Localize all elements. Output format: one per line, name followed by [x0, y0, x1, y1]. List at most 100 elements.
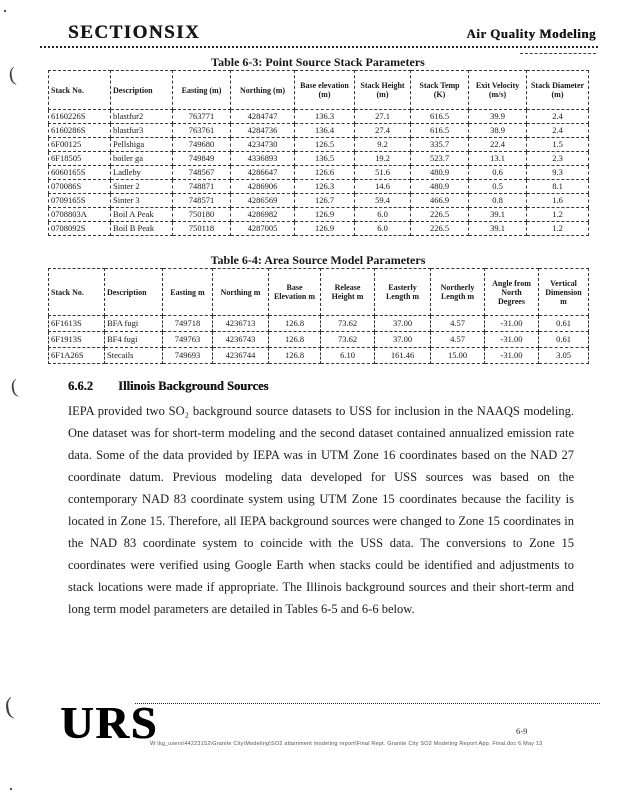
table-cell: 4286647 [230, 165, 295, 180]
table-cell: 37.00 [374, 315, 431, 332]
table-row: 6060165S Ladleby 748567 4286647 126.6 51… [48, 165, 589, 180]
table-cell: 6F1613S [48, 315, 105, 332]
header-rule-right [520, 53, 596, 54]
table-header-row: Stack No. Description Easting m Northing… [48, 268, 589, 316]
table-cell: 6F18505 [48, 151, 111, 166]
table-cell: 136.3 [294, 109, 355, 124]
table-cell: 6.10 [320, 347, 375, 364]
table-cell: 126.6 [294, 165, 355, 180]
table-row: 0708092S Boil B Peak 750118 4287005 126.… [48, 221, 589, 236]
table-cell: 37.00 [374, 331, 431, 348]
table-cell: Sinter 3 [110, 193, 173, 208]
table-cell: 38.9 [468, 123, 527, 138]
table-cell: 9.2 [354, 137, 411, 152]
column-header: Description [104, 268, 163, 316]
table-cell: 523.7 [410, 151, 469, 166]
column-header: Stack Height (m) [354, 70, 411, 110]
table-row: 6F1A26S Stecails 749693 4236744 126.8 6.… [48, 347, 589, 364]
table-cell: 0.61 [538, 331, 589, 348]
table-cell: 126.3 [294, 179, 355, 194]
table-cell: 748567 [172, 165, 231, 180]
table-cell: blastfur3 [110, 123, 173, 138]
margin-artifact: ( [3, 693, 15, 721]
table-6-4-title: Table 6-4: Area Source Model Parameters [210, 253, 426, 267]
table-cell: 0708092S [48, 221, 111, 236]
table-cell: boiler ga [110, 151, 173, 166]
column-header: Stack Diameter (m) [526, 70, 589, 110]
footer-path: W:\kg_users\44223152\Granite City\Modeli… [150, 741, 543, 747]
table-cell: blastfur2 [110, 109, 173, 124]
table-cell: 748571 [172, 193, 231, 208]
table-cell: 13.1 [468, 151, 527, 166]
table-cell: 2.3 [526, 151, 589, 166]
table-cell: 59.4 [354, 193, 411, 208]
table-cell: 466.9 [410, 193, 469, 208]
column-header: Northing (m) [230, 70, 295, 110]
table-cell: Ladleby [110, 165, 173, 180]
column-header: Exit Velocity (m/s) [468, 70, 527, 110]
table-header-row: Stack No. Description Easting (m) Northi… [48, 70, 589, 110]
table-row: 6F18505 boiler ga 749849 4336893 136.5 1… [48, 151, 589, 166]
section-header: SECTIONSIX [68, 22, 201, 43]
margin-artifact: ( [9, 375, 20, 399]
table-cell: 126.8 [268, 315, 321, 332]
table-cell: 9.3 [526, 165, 589, 180]
table-cell: 6.0 [354, 221, 411, 236]
urs-logo: URS [60, 697, 159, 748]
table-cell: 4336893 [230, 151, 295, 166]
table-cell: 2.4 [526, 123, 589, 138]
table-cell: 4286982 [230, 207, 295, 222]
table-cell: 39.1 [468, 221, 527, 236]
table-cell: 136.5 [294, 151, 355, 166]
table-cell: 763761 [172, 123, 231, 138]
table-cell: 3.05 [538, 347, 589, 364]
table-cell: 616.5 [410, 109, 469, 124]
table-cell: 14.6 [354, 179, 411, 194]
column-header: Angle from North Degrees [484, 268, 539, 316]
page-header: SECTIONSIX Air Quality Modeling [40, 20, 600, 50]
table-cell: 1.6 [526, 193, 589, 208]
table-cell: 136.4 [294, 123, 355, 138]
table-6-3: Stack No. Description Easting (m) Northi… [48, 70, 589, 236]
page-number: 6-9 [516, 726, 528, 736]
section-heading-title: Illinois Background Sources [118, 379, 269, 393]
table-row: 6160286S blastfur3 763761 4284736 136.4 … [48, 123, 589, 138]
column-header: Easting m [162, 268, 213, 316]
header-right-title: Air Quality Modeling [466, 26, 596, 41]
column-header: Base elevation (m) [294, 70, 355, 110]
table-cell: 4.57 [430, 331, 485, 348]
table-cell: -31.00 [484, 331, 539, 348]
footer-rule [135, 703, 600, 704]
table-row: 0708803A Boil A Peak 750180 4286982 126.… [48, 207, 589, 222]
table-cell: 6F1913S [48, 331, 105, 348]
table-cell: 0.6 [468, 165, 527, 180]
table-cell: 27.1 [354, 109, 411, 124]
table-row: 6F1913S BF4 fugi 749763 4236743 126.8 73… [48, 331, 589, 348]
table-row: 6F1613S BFA fugi 749718 4236713 126.8 73… [48, 315, 589, 332]
table-cell: 763771 [172, 109, 231, 124]
table-cell: 126.9 [294, 207, 355, 222]
table-cell: 6F00125 [48, 137, 111, 152]
table-cell: 4284747 [230, 109, 295, 124]
table-cell: 480.9 [410, 165, 469, 180]
table-row: 6160226S blastfur2 763771 4284747 136.3 … [48, 109, 589, 124]
table-cell: 51.6 [354, 165, 411, 180]
column-header: Release Height m [320, 268, 375, 316]
table-cell: BFA fugi [104, 315, 163, 332]
table-cell: 480.9 [410, 179, 469, 194]
table-cell: 6160226S [48, 109, 111, 124]
table-cell: 749693 [162, 347, 213, 364]
table-cell: 0.61 [538, 315, 589, 332]
column-header: Stack No. [48, 268, 105, 316]
table-cell: -31.00 [484, 347, 539, 364]
table-cell: 749849 [172, 151, 231, 166]
table-cell: 4286906 [230, 179, 295, 194]
table-cell: Pellshiga [110, 137, 173, 152]
section-heading-number: 6.6.2 [68, 379, 93, 393]
table-cell: Sinter 2 [110, 179, 173, 194]
scan-speck [10, 788, 12, 790]
table-cell: 1.5 [526, 137, 589, 152]
body-paragraph: IEPA provided two SO₂ background source … [68, 404, 574, 616]
table-cell: 749718 [162, 315, 213, 332]
table-cell: 616.5 [410, 123, 469, 138]
